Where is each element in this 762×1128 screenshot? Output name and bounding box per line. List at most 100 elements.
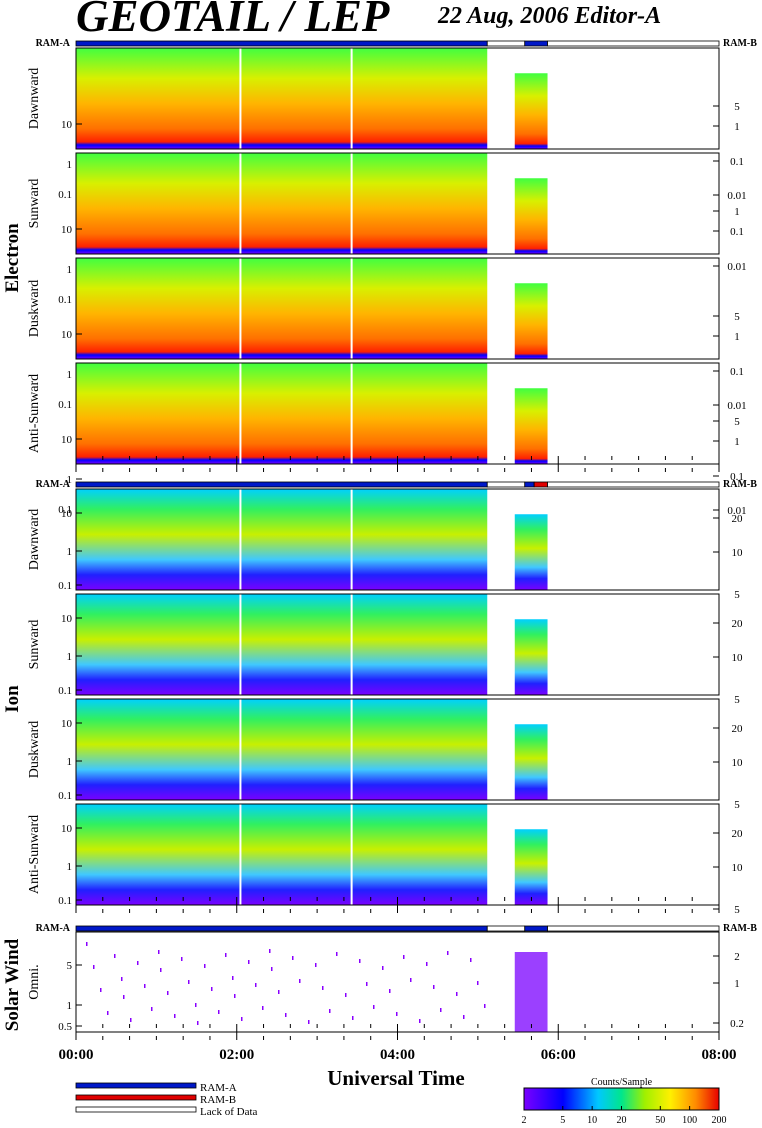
solar-wind-panel-omni--sample [232, 976, 234, 980]
solar-wind-panel-omni--sample [86, 942, 88, 946]
solar-wind-panel-omni--sample [329, 1009, 331, 1013]
ion-panel-duskward-left-tick-label: 1 [67, 756, 73, 768]
solar-wind-ram-segment [524, 925, 548, 932]
electron-panel-dawnward-label: Dawnward [27, 68, 42, 129]
solar-wind-panel-omni--sample [292, 956, 294, 960]
solar-wind-panel-omni--sample [144, 984, 146, 988]
solar-wind-group-label: Solar Wind [2, 938, 23, 1031]
electron-panel-duskward-right-tick-label: 1 [734, 331, 740, 343]
ion-panel-sunward-right-tick-label: 10 [732, 652, 744, 664]
electron-panel-anti-sunward-gap-stripe [350, 363, 353, 464]
ion-panel-anti-sunward-label: Anti-Sunward [27, 815, 42, 894]
colorbar-tick-label: 5 [560, 1115, 565, 1126]
ion-panel-sunward-frame [75, 593, 720, 696]
solar-wind-panel-omni--sample [322, 986, 324, 990]
solar-wind-panel-omni--sample [352, 1016, 354, 1020]
solar-wind-panel-omni--sample [470, 958, 472, 962]
solar-wind-panel-omni--spectrogram-late [514, 952, 548, 1032]
electron-ram-segment [524, 40, 548, 47]
legend-label: RAM-A [200, 1082, 237, 1094]
solar-wind-panel-omni--sample [382, 966, 384, 970]
solar-wind-panel-omni--sample [440, 1008, 442, 1012]
solar-wind-panel-omni--sample [447, 951, 449, 955]
electron-panel-sunward-right-tick-label: 1 [734, 206, 740, 218]
solar-wind-panel-omni--left-tick-label: 5 [67, 960, 73, 972]
solar-wind-panel-omni--sample [137, 961, 139, 965]
solar-wind-panel-omni--sample [278, 990, 280, 994]
ion-panel-dawnward-right-tick-label: 10 [732, 547, 744, 559]
ion-panel-anti-sunward-right-tick-label: 5 [734, 904, 740, 916]
solar-wind-panel-omni--sample [234, 994, 236, 998]
solar-wind-panel-omni--sample [130, 1018, 132, 1022]
electron-panel-anti-sunward-right-tick-label: 0.01 [727, 505, 746, 517]
ion-panel-dawnward-label: Dawnward [27, 509, 42, 570]
ion-panel-dawnward-right-tick-label: 20 [732, 513, 744, 525]
ion-panel-duskward-gap-stripe [239, 699, 242, 800]
ion-panel-sunward-right-tick-label: 20 [732, 618, 744, 630]
solar-wind-panel-omni--sample [477, 981, 479, 985]
ion-panel-sunward-gap-stripe [239, 594, 242, 695]
solar-wind-panel-omni--sample [195, 1003, 197, 1007]
ion-panel-sunward-left-tick-label: 1 [67, 651, 73, 663]
chart-title: GEOTAIL / LEP [76, 0, 390, 41]
ion-panel-dawnward-left-tick-label: 0.1 [58, 580, 72, 592]
solar-wind-panel-omni--sample [426, 962, 428, 966]
solar-wind-panel-omni--sample [308, 1020, 310, 1024]
solar-wind-panel-omni--label: Omni. [27, 964, 42, 999]
solar-wind-panel-omni--sample [456, 992, 458, 996]
electron-panel-dawnward-right-tick-label: 0.01 [727, 190, 746, 202]
solar-wind-panel-omni--sample [484, 1004, 486, 1008]
ion-panel-duskward-right-tick-label: 10 [732, 757, 744, 769]
ion-panel-anti-sunward-right-tick-label: 10 [732, 862, 744, 874]
electron-panel-dawnward-right-tick-label: 0.1 [730, 156, 744, 168]
solar-wind-ram-segment [486, 925, 526, 932]
solar-wind-panel-omni--sample [121, 977, 123, 981]
ion-group-label: Ion [2, 685, 23, 713]
ion-panel-anti-sunward-left-tick-label: 0.1 [58, 895, 72, 907]
electron-panel-duskward-right-tick-label: 5 [734, 311, 740, 323]
ion-panel-sunward-left-tick-label: 0.1 [58, 685, 72, 697]
solar-wind-panel-omni--sample [262, 1006, 264, 1010]
ion-panel-anti-sunward-spectrogram-late [514, 829, 548, 905]
ion-panel-dawnward-frame [75, 488, 720, 591]
colorbar-tick-label: 200 [712, 1115, 727, 1126]
electron-panel-anti-sunward-right-tick-label: 1 [734, 436, 740, 448]
electron-panel-dawnward-left-tick-label: 1 [67, 159, 73, 171]
electron-panel-dawnward-gap-stripe [350, 48, 353, 149]
solar-wind-panel-omni--sample [315, 963, 317, 967]
solar-wind-ram-right-label: RAM-B [723, 923, 757, 934]
electron-panel-duskward-spectrogram [76, 258, 488, 359]
legend-swatch [75, 1094, 197, 1101]
solar-wind-panel-omni--sample [160, 968, 162, 972]
solar-wind-panel-omni--sample [410, 978, 412, 982]
electron-panel-sunward-right-tick-label: 0.01 [727, 261, 746, 273]
electron-group-label: Electron [2, 223, 23, 293]
ion-ram-left-label: RAM-A [36, 479, 71, 490]
solar-wind-panel-omni--sample [271, 967, 273, 971]
ion-panel-dawnward-spectrogram [76, 489, 488, 590]
ion-ram-segment [486, 481, 526, 488]
electron-panel-anti-sunward-left-tick-label: 0.1 [58, 504, 72, 516]
solar-wind-panel-omni--sample [158, 950, 160, 954]
electron-panel-dawnward-right-tick-label: 1 [734, 121, 740, 133]
ion-panel-duskward-left-tick-label: 0.1 [58, 790, 72, 802]
electron-panel-anti-sunward-right-tick-label: 5 [734, 416, 740, 428]
electron-panel-sunward-spectrogram-late [514, 178, 548, 254]
electron-panel-dawnward-spectrogram-late [514, 73, 548, 149]
x-tick-label: 08:00 [702, 1047, 737, 1063]
colorbar-tick-label: 50 [655, 1115, 665, 1126]
solar-wind-panel-omni--left-tick-label: 0.5 [58, 1021, 72, 1033]
legend-label: Lack of Data [200, 1106, 258, 1118]
electron-panel-dawnward-gap-stripe [239, 48, 242, 149]
electron-panel-duskward-left-tick-label: 10 [61, 329, 73, 341]
electron-ram-segment [547, 40, 720, 47]
electron-panel-sunward-right-tick-label: 0.1 [730, 226, 744, 238]
x-tick-label: 04:00 [380, 1047, 415, 1063]
ion-panel-dawnward-gap-stripe [239, 489, 242, 590]
ion-panel-sunward-label: Sunward [27, 620, 42, 670]
ion-panel-anti-sunward-left-tick-label: 10 [61, 823, 73, 835]
electron-panel-duskward-right-tick-label: 0.01 [727, 400, 746, 412]
solar-wind-panel-omni--sample [204, 964, 206, 968]
solar-wind-panel-omni--sample [248, 960, 250, 964]
solar-wind-panel-omni--sample [269, 949, 271, 953]
